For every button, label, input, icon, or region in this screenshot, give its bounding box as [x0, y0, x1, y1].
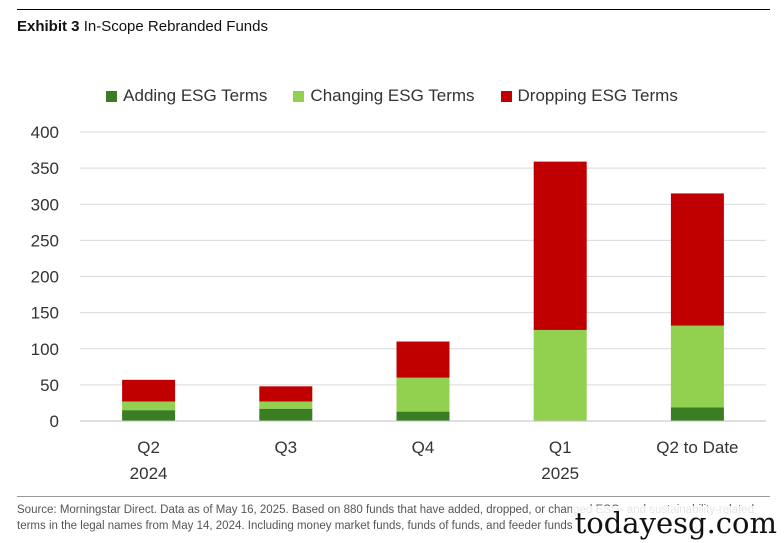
bar-adding-esg-terms-0 — [122, 410, 176, 421]
legend-item-adding: Adding ESG Terms — [106, 86, 267, 106]
x-tick-sublabel-3: 2025 — [541, 464, 579, 483]
x-tick-label-3: Q1 — [549, 438, 572, 457]
top-rule — [17, 9, 770, 10]
watermark: todayesg.com — [571, 506, 780, 540]
legend-label-dropping: Dropping ESG Terms — [517, 86, 678, 105]
y-tick-label-0: 0 — [50, 412, 59, 431]
y-tick-label-100: 100 — [31, 340, 59, 359]
chart-legend: Adding ESG Terms Changing ESG Terms Drop… — [0, 86, 784, 106]
x-tick-label-4: Q2 to Date — [656, 438, 738, 457]
legend-swatch-changing — [293, 90, 305, 102]
bar-dropping-esg-terms-4 — [670, 193, 724, 326]
bar-adding-esg-terms-2 — [396, 411, 450, 421]
source-note: Source: Morningstar Direct. Data as of M… — [17, 504, 755, 532]
exhibit-title-text: In-Scope Rebranded Funds — [83, 18, 268, 35]
bar-dropping-esg-terms-3 — [533, 161, 587, 330]
x-tick-label-1: Q3 — [274, 438, 297, 457]
legend-swatch-dropping — [500, 90, 512, 102]
exhibit-label: Exhibit 3 — [17, 18, 80, 35]
x-tick-label-2: Q4 — [412, 438, 435, 457]
bar-changing-esg-terms-2 — [396, 377, 450, 412]
bar-adding-esg-terms-1 — [259, 408, 313, 421]
legend-label-changing: Changing ESG Terms — [310, 86, 475, 105]
exhibit-title: Exhibit 3 In-Scope Rebranded Funds — [17, 18, 268, 35]
y-tick-label-200: 200 — [31, 268, 59, 287]
bar-changing-esg-terms-0 — [122, 401, 176, 411]
bar-changing-esg-terms-3 — [533, 329, 587, 421]
legend-label-adding: Adding ESG Terms — [123, 86, 268, 105]
legend-item-changing: Changing ESG Terms — [293, 86, 475, 106]
footer-rule — [17, 496, 770, 497]
bar-changing-esg-terms-1 — [259, 401, 313, 409]
y-tick-label-150: 150 — [31, 304, 59, 323]
bar-changing-esg-terms-4 — [670, 325, 724, 408]
y-tick-label-400: 400 — [31, 123, 59, 142]
legend-swatch-adding — [106, 90, 118, 102]
y-tick-label-50: 50 — [40, 376, 59, 395]
bar-adding-esg-terms-4 — [670, 407, 724, 421]
bar-dropping-esg-terms-2 — [396, 341, 450, 378]
stacked-bar-chart: 0 50 100 150 200 250 300 350 400 Q2 2024 Q3 Q4 Q1 2025… — [31, 123, 766, 483]
y-tick-label-350: 350 — [31, 159, 59, 178]
x-tick-sublabel-0: 2024 — [130, 464, 168, 483]
y-tick-label-300: 300 — [31, 195, 59, 214]
x-tick-label-0: Q2 — [137, 438, 160, 457]
bar-dropping-esg-terms-0 — [122, 379, 176, 402]
bar-dropping-esg-terms-1 — [259, 386, 313, 402]
legend-item-dropping: Dropping ESG Terms — [500, 86, 678, 106]
y-tick-label-250: 250 — [31, 231, 59, 250]
